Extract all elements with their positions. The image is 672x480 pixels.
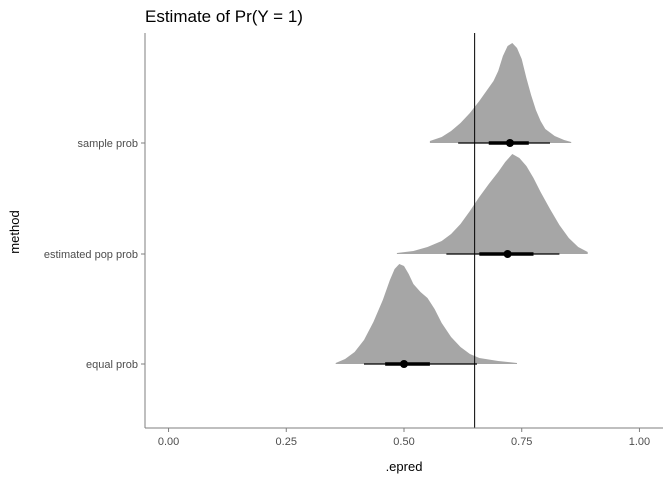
x-tick-label: 0.50 (393, 436, 414, 448)
point-estimate-sample-prob (505, 139, 514, 147)
density-estimated-pop-prob (396, 154, 588, 254)
x-axis-title: .epred (386, 459, 423, 474)
x-tick-label: 0.75 (511, 436, 532, 448)
x-tick-label: 0.25 (276, 436, 297, 448)
y-axis-title: method (7, 210, 22, 253)
x-tick-label: 0.00 (158, 436, 179, 448)
chart-title: Estimate of Pr(Y = 1) (145, 7, 303, 26)
series-equal-prob (335, 264, 517, 368)
point-estimate-estimated-pop-prob (503, 250, 512, 258)
x-tick-label: 1.00 (629, 436, 650, 448)
y-tick-label: equal prob (86, 359, 138, 371)
density-equal-prob (335, 264, 517, 364)
y-tick-label: estimated pop prob (44, 249, 138, 261)
density-sample-prob (429, 43, 572, 143)
y-tick-label: sample prob (77, 138, 138, 150)
series-sample-prob (429, 43, 572, 147)
axes: 0.00 0.25 0.50 0.75 1.00 sample prob estimated… (44, 33, 663, 448)
point-estimate-equal-prob (400, 360, 408, 368)
series-estimated-pop-prob (396, 154, 588, 258)
plot-area (335, 33, 588, 428)
